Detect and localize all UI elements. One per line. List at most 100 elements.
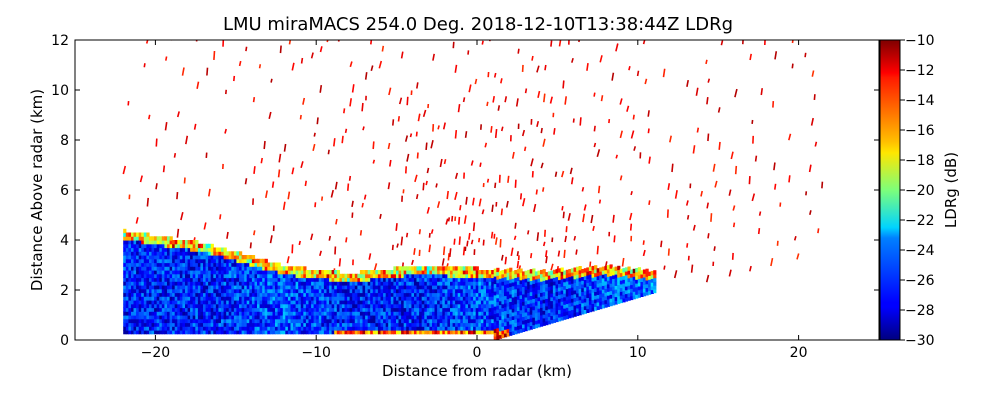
ldr-cell <box>311 288 315 294</box>
ldr-cell <box>380 322 384 327</box>
ldr-cell <box>334 288 338 294</box>
ldr-cell <box>408 277 412 282</box>
ldr-cell <box>519 268 523 273</box>
ldr-cell <box>246 292 250 297</box>
ldr-cell <box>455 266 459 271</box>
ldr-cell <box>177 292 181 297</box>
ldr-cell <box>385 303 389 309</box>
ldr-cell <box>483 307 487 312</box>
noise-echo <box>482 239 485 246</box>
ldr-cell <box>303 326 307 331</box>
ldr-cell <box>617 280 621 286</box>
noise-echo <box>430 140 434 149</box>
noise-echo <box>348 175 352 181</box>
ldr-cell <box>254 322 258 327</box>
ldr-cell <box>298 292 302 297</box>
ldr-cell <box>246 270 250 275</box>
ldr-cell <box>357 296 361 301</box>
ldr-cell <box>375 303 379 309</box>
ldr-cell <box>524 293 528 298</box>
ldr-cell <box>377 318 382 324</box>
noise-echo <box>557 250 561 257</box>
ldr-cell <box>223 303 227 309</box>
ldr-cell <box>123 300 127 305</box>
ldr-cell <box>293 273 297 279</box>
ldr-cell <box>143 322 147 327</box>
ldr-cell <box>426 300 430 305</box>
ldr-cell <box>483 296 487 301</box>
ldr-cell <box>287 300 292 305</box>
noise-echo <box>252 96 256 103</box>
ldr-cell <box>354 318 358 324</box>
ldr-cell <box>396 330 400 335</box>
ldr-cell <box>213 277 217 282</box>
ldr-cell <box>169 285 173 290</box>
ldr-cell <box>149 255 153 260</box>
ldr-cell <box>275 270 279 275</box>
ldr-cell <box>123 262 127 267</box>
ldr-cell <box>146 266 150 271</box>
ldr-cell <box>228 296 232 301</box>
ldr-cell <box>257 307 261 312</box>
ldr-cell <box>190 262 194 267</box>
ldr-cell <box>637 286 641 291</box>
ldr-cell <box>380 307 384 312</box>
ldr-cell <box>470 330 474 335</box>
ldr-cell <box>442 330 446 335</box>
ldr-cell <box>583 298 587 303</box>
ldr-cell <box>614 289 618 294</box>
ldr-cell <box>352 292 356 297</box>
ldr-cell <box>223 247 227 252</box>
ldr-cell <box>131 303 135 309</box>
ldr-cell <box>488 315 492 320</box>
ldr-cell <box>295 322 299 327</box>
ldr-cell <box>138 288 142 294</box>
ldr-cell <box>491 270 495 275</box>
ldr-cell <box>354 315 358 320</box>
noise-echo <box>712 163 716 172</box>
ldr-cell <box>323 288 328 294</box>
ldr-cell <box>475 288 479 294</box>
noise-echo <box>370 40 373 45</box>
ldr-cell <box>359 288 364 294</box>
ldr-cell <box>267 311 271 316</box>
ldr-cell <box>123 243 127 249</box>
ldr-cell <box>576 266 580 271</box>
ldr-cell <box>172 277 176 282</box>
ldr-cell <box>653 288 657 294</box>
ldr-cell <box>293 277 297 282</box>
ldr-cell <box>442 296 446 301</box>
ldr-cell <box>262 307 266 312</box>
noise-echo <box>536 232 540 241</box>
ldr-cell <box>161 296 165 301</box>
ldr-cell <box>570 283 575 288</box>
ldr-cell <box>323 292 328 297</box>
y-tick-label: 4 <box>60 233 69 249</box>
ldr-cell <box>419 270 423 275</box>
ldr-cell <box>375 277 379 282</box>
ldr-cell <box>272 326 276 331</box>
ldr-cell <box>578 296 582 301</box>
ldr-cell <box>203 326 207 331</box>
ldr-cell <box>280 307 284 312</box>
noise-echo <box>388 87 392 96</box>
ldr-cell <box>550 289 554 294</box>
ldr-cell <box>169 270 173 275</box>
ldr-cell <box>128 247 132 252</box>
ldr-cell <box>172 273 176 279</box>
ldr-cell <box>167 296 171 301</box>
ldr-cell <box>277 311 281 316</box>
ldr-cell <box>221 251 225 256</box>
ldr-cell <box>203 330 207 335</box>
noise-echo <box>316 117 319 125</box>
ldr-cell <box>506 328 510 333</box>
ldr-cell <box>290 285 294 290</box>
ldr-cell <box>393 281 397 286</box>
ldr-cell <box>570 272 575 277</box>
ldr-cell <box>370 322 374 327</box>
ldr-cell <box>622 286 626 292</box>
ldr-cell <box>308 322 312 327</box>
ldr-cell <box>483 292 487 297</box>
ldr-cell <box>398 277 402 282</box>
ldr-cell <box>545 298 549 303</box>
